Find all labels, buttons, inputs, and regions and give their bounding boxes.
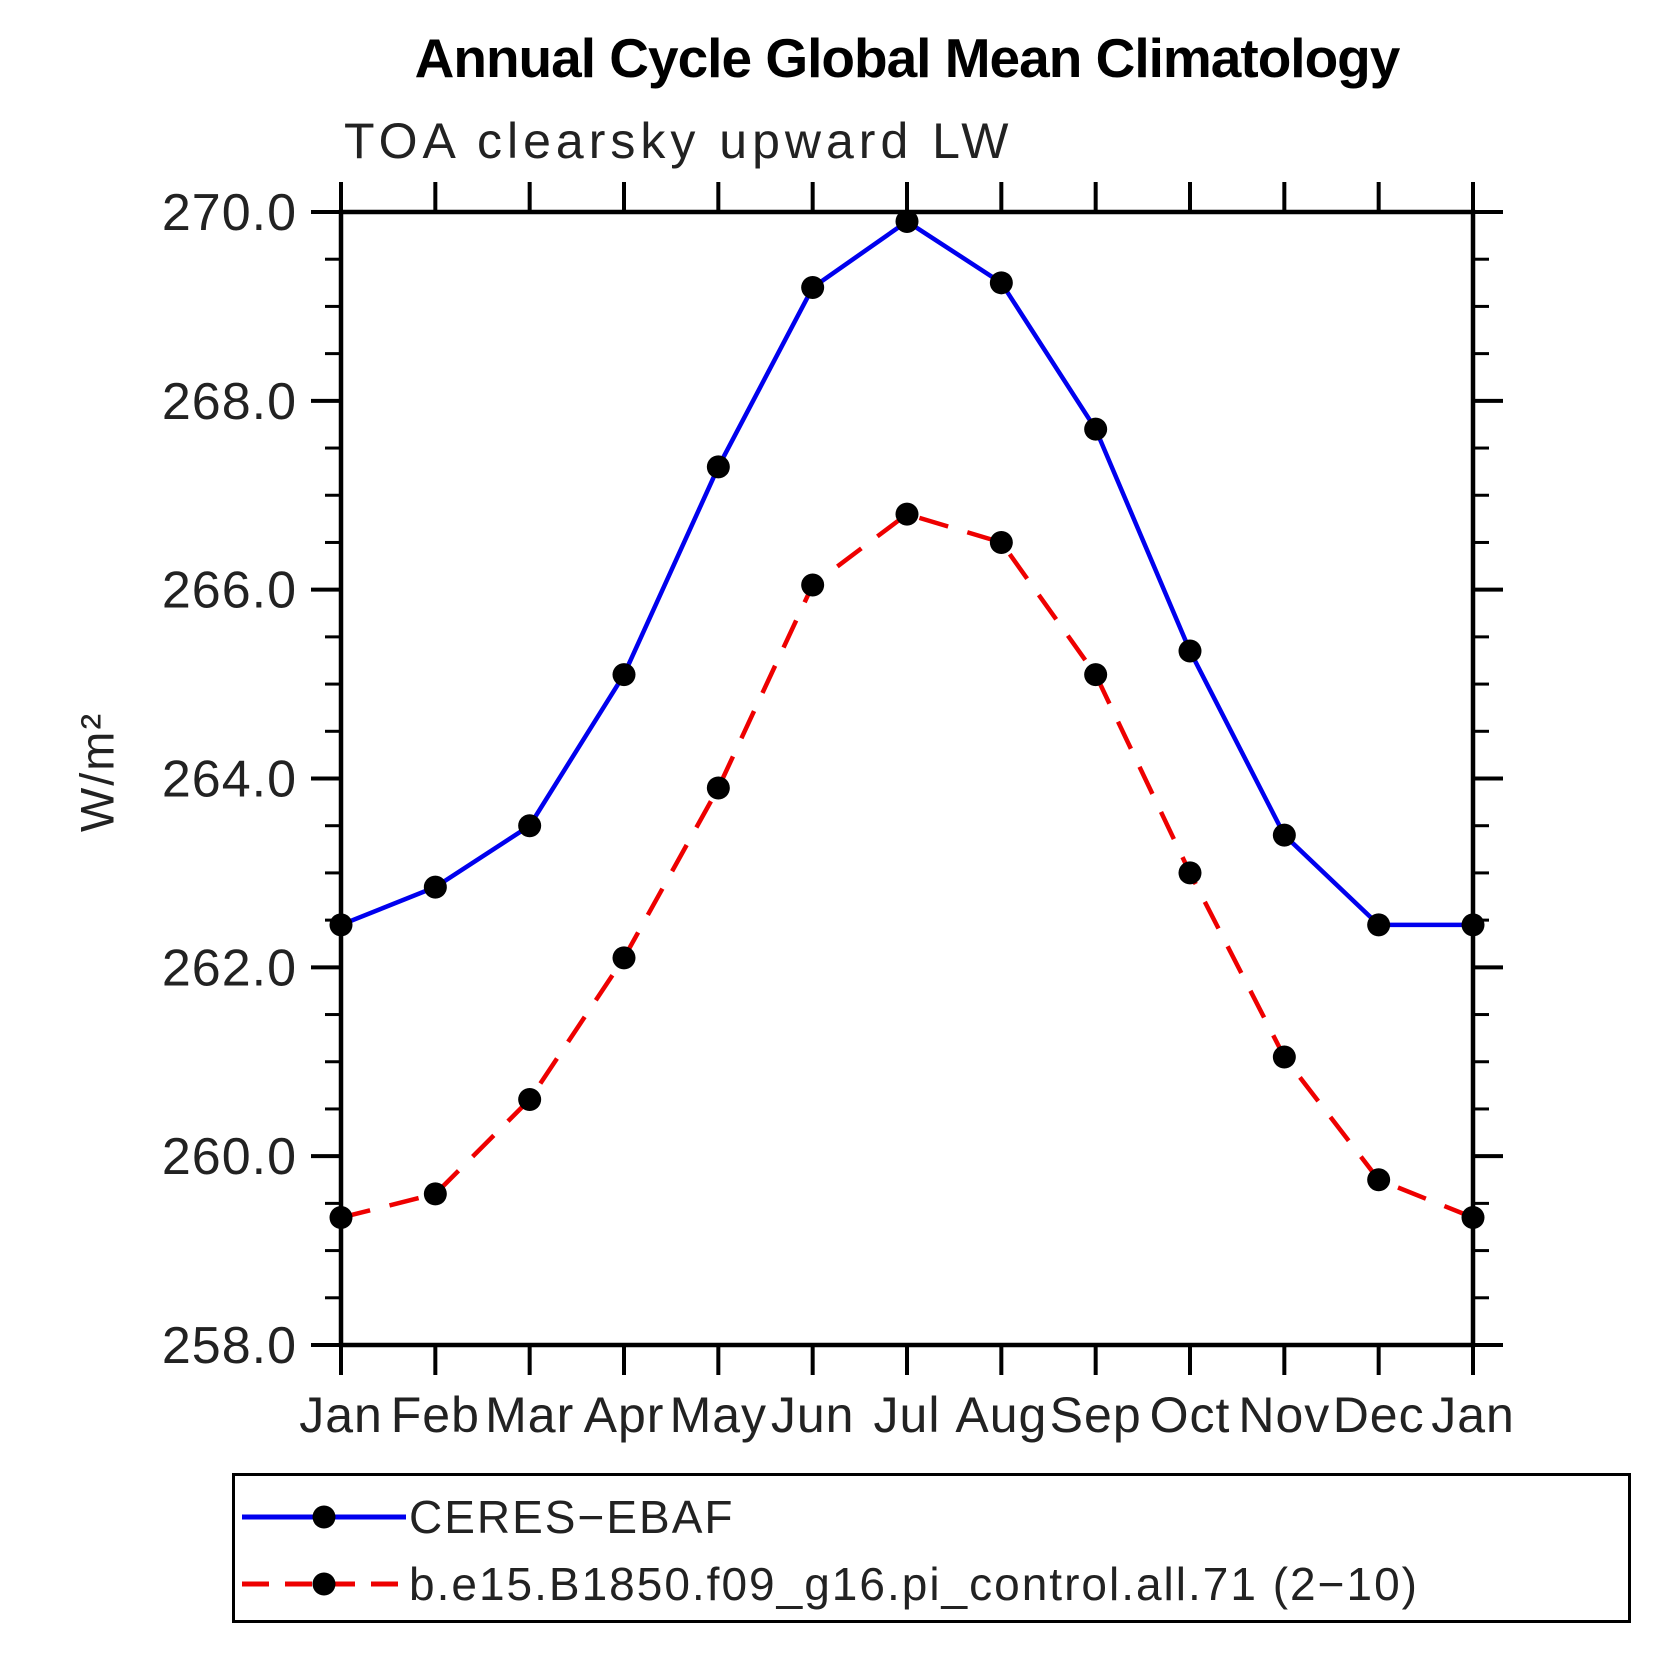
x-tick-label: Jan xyxy=(1431,1387,1515,1443)
y-tick-label: 262.0 xyxy=(162,939,297,997)
y-tick-label: 266.0 xyxy=(162,562,297,620)
data-point xyxy=(1461,1206,1485,1230)
data-point xyxy=(989,530,1013,554)
y-tick-label: 258.0 xyxy=(162,1317,297,1375)
x-tick-label: Feb xyxy=(391,1387,480,1443)
x-tick-label: Dec xyxy=(1333,1387,1425,1443)
data-point xyxy=(706,455,730,479)
data-point xyxy=(895,502,919,526)
data-point xyxy=(801,276,825,300)
data-point xyxy=(895,209,919,233)
data-point xyxy=(1178,861,1202,885)
data-point xyxy=(1178,639,1202,663)
legend-swatch xyxy=(242,1572,406,1596)
legend-item: b.e15.B1850.f09_g16.pi_control.all.71 (2… xyxy=(239,1558,1419,1610)
series-line-1 xyxy=(340,511,1474,1220)
data-point xyxy=(423,875,447,899)
data-point xyxy=(612,946,636,970)
x-tick-label: Oct xyxy=(1150,1387,1231,1443)
x-tick-label: Jan xyxy=(299,1387,383,1443)
x-tick-label: Jul xyxy=(874,1387,941,1443)
x-tick-label: Sep xyxy=(1050,1387,1142,1443)
chart-subtitle: TOA clearsky upward LW xyxy=(344,113,1014,169)
data-point xyxy=(1461,913,1485,937)
x-tick-label: May xyxy=(670,1387,767,1443)
data-point xyxy=(329,1206,353,1230)
legend-marker-0 xyxy=(312,1505,336,1529)
legend-item: CERES−EBAF xyxy=(239,1491,735,1543)
data-point xyxy=(518,814,542,838)
legend: CERES−EBAF b.e15.B1850.f09_g16.pi_contro… xyxy=(232,1473,1631,1623)
data-point xyxy=(1084,417,1108,441)
data-point xyxy=(1367,1168,1391,1192)
x-tick-label: Apr xyxy=(584,1387,665,1443)
chart-title: Annual Cycle Global Mean Climatology xyxy=(414,27,1401,89)
legend-label: CERES−EBAF xyxy=(409,1491,735,1543)
data-point xyxy=(612,663,636,687)
x-tick-label: Mar xyxy=(485,1387,574,1443)
data-point xyxy=(1272,1045,1296,1069)
y-tick-label: 260.0 xyxy=(162,1128,297,1186)
data-point xyxy=(423,1182,447,1206)
data-point xyxy=(1272,823,1296,847)
y-tick-label: 270.0 xyxy=(162,184,297,242)
x-tick-label: Jun xyxy=(771,1387,855,1443)
y-tick-label: 264.0 xyxy=(162,751,297,809)
data-point xyxy=(329,913,353,937)
legend-marker-1 xyxy=(312,1572,336,1596)
series-line-0 xyxy=(340,218,1473,928)
data-point xyxy=(801,573,825,597)
x-tick-label: Nov xyxy=(1238,1387,1330,1443)
legend-swatch xyxy=(242,1505,406,1529)
data-point xyxy=(518,1088,542,1112)
data-point xyxy=(1367,913,1391,937)
plot-frame xyxy=(338,209,1476,1348)
legend-label: b.e15.B1850.f09_g16.pi_control.all.71 (2… xyxy=(409,1558,1419,1610)
data-point xyxy=(989,271,1013,295)
data-point xyxy=(706,776,730,800)
x-tick-label: Aug xyxy=(955,1387,1047,1443)
data-point xyxy=(1084,663,1108,687)
y-tick-label: 268.0 xyxy=(162,373,297,431)
